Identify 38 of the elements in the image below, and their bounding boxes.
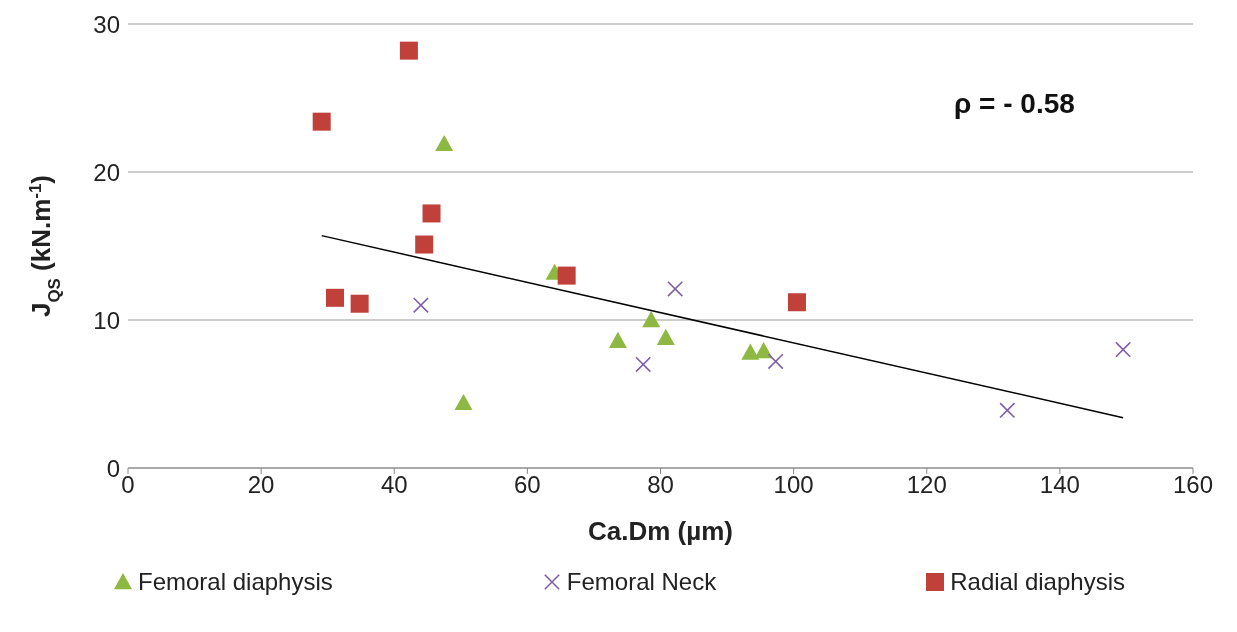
point xyxy=(422,204,441,223)
point xyxy=(399,41,418,60)
point xyxy=(557,266,576,285)
x-tick-label: 160 xyxy=(1172,471,1214,499)
point xyxy=(667,280,684,297)
point xyxy=(415,235,434,254)
x-tick-label: 20 xyxy=(247,471,275,499)
y-tick-label: 10 xyxy=(93,306,120,334)
point xyxy=(435,134,454,152)
x-axis-title: Ca.Dm (µm) xyxy=(588,516,733,546)
y-tick-label: 0 xyxy=(106,454,120,482)
point xyxy=(1115,341,1132,358)
point xyxy=(412,297,429,314)
legend-label: Radial diaphysis xyxy=(950,568,1125,596)
x-tick-label: 80 xyxy=(647,471,674,499)
legend-label: Femoral diaphysis xyxy=(138,568,333,596)
point xyxy=(767,353,784,370)
y-tick-label: 30 xyxy=(93,10,120,38)
legend-label: Femoral Neck xyxy=(566,568,717,596)
x-tick-label: 140 xyxy=(1039,471,1080,499)
x-tick-label: 100 xyxy=(773,471,814,499)
point xyxy=(350,294,369,313)
point xyxy=(635,356,652,373)
x-tick-label: 60 xyxy=(514,471,541,499)
x-tick-label: 120 xyxy=(906,471,947,499)
point xyxy=(754,342,773,359)
point xyxy=(642,311,661,328)
x-tick-label: 40 xyxy=(380,471,408,499)
point xyxy=(656,328,675,345)
point xyxy=(326,288,345,307)
point xyxy=(608,331,627,348)
point xyxy=(999,402,1016,419)
annotation: ρ = - 0.58 xyxy=(954,88,1075,120)
point xyxy=(312,112,331,131)
y-tick-label: 20 xyxy=(93,158,120,186)
point xyxy=(741,343,760,360)
point xyxy=(787,293,806,312)
point xyxy=(454,393,473,411)
